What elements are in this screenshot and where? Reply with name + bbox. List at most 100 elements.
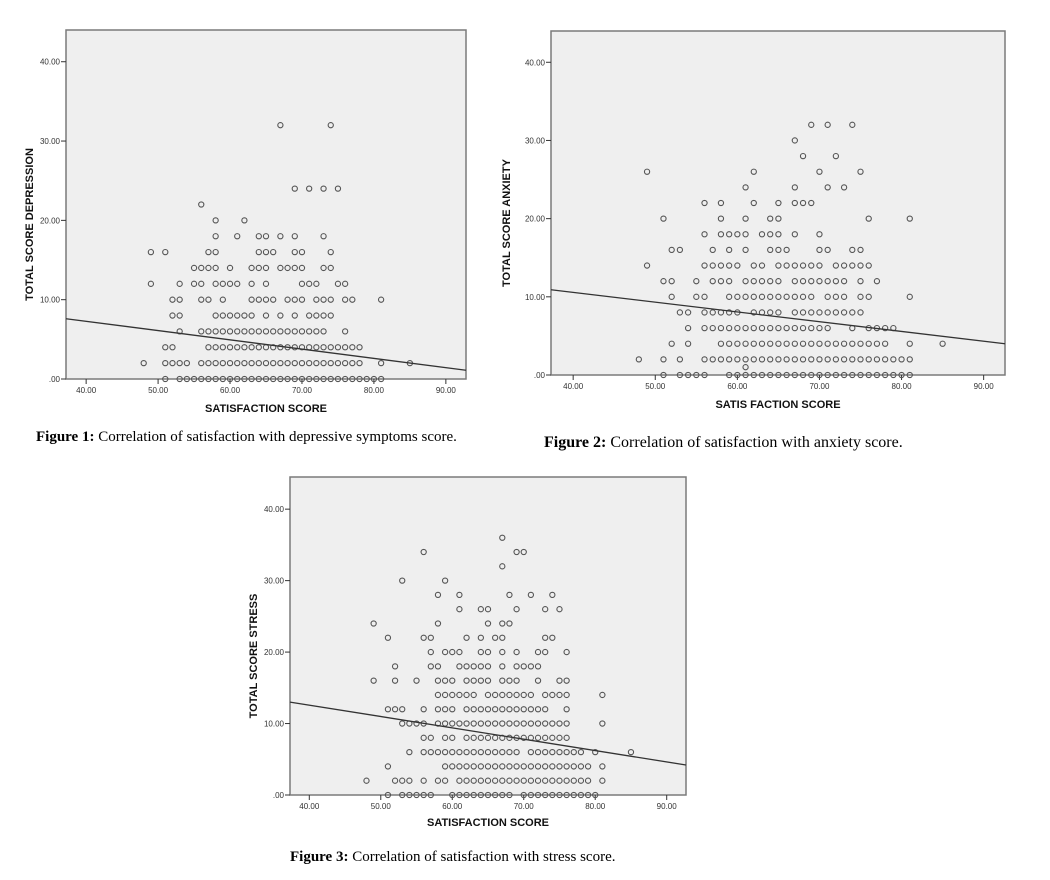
data-point xyxy=(183,359,191,367)
data-point xyxy=(499,677,506,684)
data-point xyxy=(406,748,413,756)
data-point xyxy=(320,296,327,303)
figure-3-label: Figure 3: xyxy=(290,849,349,865)
data-point xyxy=(865,262,872,269)
data-point xyxy=(767,309,774,316)
data-point xyxy=(499,634,506,641)
data-point xyxy=(542,777,549,784)
data-point xyxy=(791,184,798,191)
data-point xyxy=(881,371,889,379)
data-point xyxy=(298,296,306,303)
data-point xyxy=(758,231,766,238)
data-point xyxy=(456,763,463,770)
data-point xyxy=(520,548,527,556)
data-point xyxy=(499,620,506,627)
data-point xyxy=(668,278,675,285)
x-tick-label: 80.00 xyxy=(364,386,385,395)
plot-area xyxy=(550,30,1006,376)
data-point xyxy=(906,356,913,363)
data-point xyxy=(824,293,831,300)
data-point xyxy=(717,340,725,347)
data-point xyxy=(477,648,485,656)
data-point xyxy=(643,262,651,269)
data-point xyxy=(449,720,456,727)
data-point xyxy=(542,748,549,756)
data-point xyxy=(441,777,449,784)
data-point xyxy=(313,359,320,367)
data-point xyxy=(327,264,334,272)
data-point xyxy=(291,359,298,367)
data-point xyxy=(668,246,675,254)
data-point xyxy=(463,634,470,641)
data-point xyxy=(750,262,757,269)
data-point xyxy=(734,324,741,332)
data-point xyxy=(599,763,606,770)
data-point xyxy=(520,691,527,699)
data-point xyxy=(767,356,774,363)
plot-area xyxy=(65,29,467,380)
data-point xyxy=(549,591,556,599)
data-point xyxy=(270,328,277,335)
data-point xyxy=(542,634,549,641)
data-point xyxy=(176,312,183,319)
data-point xyxy=(226,359,234,367)
data-point xyxy=(534,706,542,713)
data-point xyxy=(241,312,248,319)
data-point xyxy=(284,296,291,303)
data-point xyxy=(334,280,342,287)
data-point xyxy=(463,748,470,756)
data-point xyxy=(470,720,477,727)
data-point xyxy=(717,324,725,332)
data-point xyxy=(377,375,385,383)
y-tick-label: 40.00 xyxy=(264,505,285,514)
data-point xyxy=(277,312,284,319)
data-point xyxy=(491,777,499,784)
data-point xyxy=(534,748,542,756)
data-point xyxy=(205,328,212,335)
data-point xyxy=(799,278,807,285)
data-point xyxy=(520,734,527,741)
x-tick-label: 70.00 xyxy=(809,382,830,391)
data-point xyxy=(399,791,406,799)
data-point xyxy=(556,606,563,613)
data-point xyxy=(349,344,356,351)
data-point xyxy=(219,328,226,335)
data-point xyxy=(306,312,313,319)
data-point xyxy=(234,344,241,351)
data-point xyxy=(212,264,219,272)
data-point xyxy=(775,278,782,285)
data-point xyxy=(849,309,856,316)
data-point xyxy=(709,356,716,363)
data-point xyxy=(556,734,563,741)
data-point xyxy=(865,356,872,363)
data-point xyxy=(849,121,856,128)
data-point xyxy=(816,231,823,238)
data-point xyxy=(577,777,585,784)
data-point xyxy=(212,359,219,367)
data-point xyxy=(262,328,270,335)
data-point xyxy=(262,248,270,256)
data-point xyxy=(556,763,563,770)
data-point xyxy=(563,734,570,741)
data-point xyxy=(147,280,155,287)
data-point xyxy=(799,262,807,269)
data-point xyxy=(824,340,831,347)
data-point xyxy=(341,280,349,287)
data-point xyxy=(832,293,840,300)
y-tick-label: .00 xyxy=(273,791,285,800)
data-point xyxy=(441,748,449,756)
data-point xyxy=(791,309,798,316)
data-point xyxy=(477,720,485,727)
data-point xyxy=(456,648,463,656)
data-point xyxy=(327,248,334,256)
data-point xyxy=(434,620,442,627)
data-point xyxy=(377,359,385,367)
data-point xyxy=(701,371,708,379)
x-tick-label: 60.00 xyxy=(442,802,463,811)
data-point xyxy=(527,591,535,599)
data-point xyxy=(824,278,831,285)
data-point xyxy=(520,763,527,770)
data-point xyxy=(484,734,492,741)
data-point xyxy=(534,648,542,656)
data-point xyxy=(484,663,492,670)
